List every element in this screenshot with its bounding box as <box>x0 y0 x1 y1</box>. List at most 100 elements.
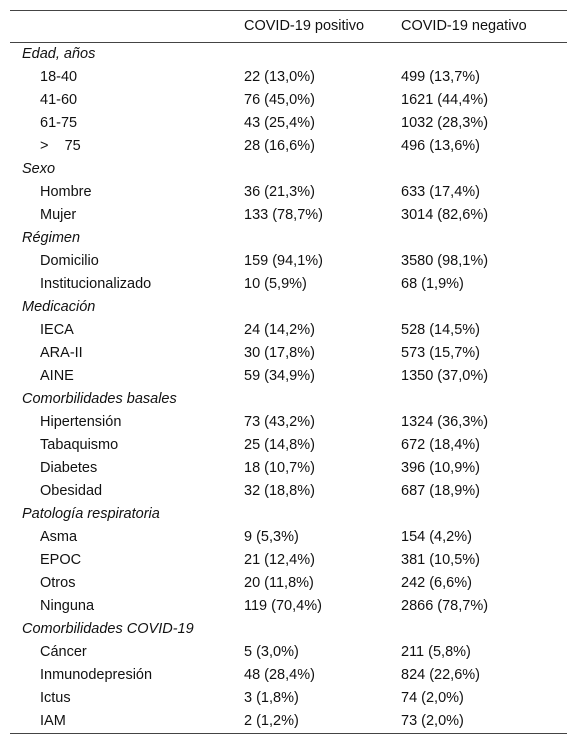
row-label: Asma <box>40 529 78 545</box>
value-cell: 59 (34,9%) <box>244 368 315 384</box>
row-label: Ninguna <box>40 598 95 614</box>
row-label: Cáncer <box>40 644 87 660</box>
header-cell: COVID-19 negativo <box>401 10 567 43</box>
value-cell: 211 (5,8%) <box>401 644 471 660</box>
value-cell: 1324 (36,3%) <box>401 414 489 430</box>
row-label: 61-75 <box>40 115 78 131</box>
row-label: IECA <box>40 322 74 338</box>
value-cell: 20 (11,8%) <box>244 575 314 591</box>
data-row: ARA-II 30 (17,8%) 573 (15,7%) <box>10 342 567 365</box>
value-cell: 30 (17,8%) <box>244 345 315 361</box>
row-label: 41-60 <box>40 92 78 108</box>
value-cell: 496 (13,6%) <box>401 138 480 154</box>
section-row: Edad, años <box>10 43 567 67</box>
data-row: Hipertensión 73 (43,2%) 1324 (36,3%) <box>10 411 567 434</box>
section-row: Patología respiratoria <box>10 503 567 526</box>
section-title: Medicación <box>22 299 96 315</box>
data-row: Cáncer 5 (3,0%) 211 (5,8%) <box>10 641 567 664</box>
value-cell: 68 (1,9%) <box>401 276 464 292</box>
section-title: Patología respiratoria <box>22 506 160 522</box>
value-cell: 73 (2,0%) <box>401 713 464 729</box>
section-title: Régimen <box>22 230 81 246</box>
data-table: COVID-19 positivo COVID-19 negativo Edad… <box>10 10 567 734</box>
section-title: Sexo <box>22 161 56 177</box>
value-cell: 74 (2,0%) <box>401 690 464 706</box>
value-cell: 672 (18,4%) <box>401 437 480 453</box>
data-row: Inmunodepresión 48 (28,4%) 824 (22,6%) <box>10 664 567 687</box>
value-cell: 824 (22,6%) <box>401 667 480 683</box>
row-label: EPOC <box>40 552 82 568</box>
data-row: Obesidad 32 (18,8%) 687 (18,9%) <box>10 480 567 503</box>
value-cell: 48 (28,4%) <box>244 667 315 683</box>
row-label: Ictus <box>40 690 71 706</box>
data-row: IAM 2 (1,2%) 73 (2,0%) <box>10 710 567 734</box>
section-title: Edad, años <box>22 46 96 62</box>
value-cell: 76 (45,0%) <box>244 92 315 108</box>
data-row: Hombre 36 (21,3%) 633 (17,4%) <box>10 181 567 204</box>
row-label: Diabetes <box>40 460 98 476</box>
section-row: Comorbilidades basales <box>10 388 567 411</box>
value-cell: 36 (21,3%) <box>244 184 315 200</box>
value-cell: 5 (3,0%) <box>244 644 299 660</box>
value-cell: 22 (13,0%) <box>244 69 315 85</box>
value-cell: 9 (5,3%) <box>244 529 299 545</box>
value-cell: 18 (10,7%) <box>244 460 315 476</box>
data-row: Domicilio 159 (94,1%) 3580 (98,1%) <box>10 250 567 273</box>
row-label: Hipertensión <box>40 414 122 430</box>
row-label: IAM <box>40 713 66 729</box>
data-row: 18-40 22 (13,0%) 499 (13,7%) <box>10 66 567 89</box>
section-row: Medicación <box>10 296 567 319</box>
row-label: > 75 <box>40 138 81 154</box>
row-label: Inmunodepresión <box>40 667 153 683</box>
value-cell: 159 (94,1%) <box>244 253 323 269</box>
data-row: AINE 59 (34,9%) 1350 (37,0%) <box>10 365 567 388</box>
value-cell: 687 (18,9%) <box>401 483 480 499</box>
data-row: IECA 24 (14,2%) 528 (14,5%) <box>10 319 567 342</box>
row-label: Mujer <box>40 207 77 223</box>
value-cell: 32 (18,8%) <box>244 483 315 499</box>
row-label: Hombre <box>40 184 92 200</box>
value-cell: 119 (70,4%) <box>244 598 322 614</box>
value-cell: 154 (4,2%) <box>401 529 472 545</box>
section-row: Comorbilidades COVID-19 <box>10 618 567 641</box>
value-cell: 1032 (28,3%) <box>401 115 489 131</box>
value-cell: 3580 (98,1%) <box>401 253 489 269</box>
value-cell: 21 (12,4%) <box>244 552 315 568</box>
data-row: Otros 20 (11,8%) 242 (6,6%) <box>10 572 567 595</box>
value-cell: 2 (1,2%) <box>244 713 299 729</box>
value-cell: 1621 (44,4%) <box>401 92 489 108</box>
header-cell <box>10 10 244 43</box>
value-cell: 381 (10,5%) <box>401 552 480 568</box>
value-cell: 10 (5,9%) <box>244 276 307 292</box>
data-row: Ictus 3 (1,8%) 74 (2,0%) <box>10 687 567 710</box>
row-label: 18-40 <box>40 69 78 85</box>
data-row: Institucionalizado 10 (5,9%) 68 (1,9%) <box>10 273 567 296</box>
row-label: ARA-II <box>40 345 83 361</box>
data-row: Diabetes 18 (10,7%) 396 (10,9%) <box>10 457 567 480</box>
header-row: COVID-19 positivo COVID-19 negativo <box>10 10 567 43</box>
row-label: Obesidad <box>40 483 103 499</box>
value-cell: 28 (16,6%) <box>244 138 315 154</box>
section-title: Comorbilidades COVID-19 <box>22 621 194 637</box>
row-label: Institucionalizado <box>40 276 152 292</box>
value-cell: 573 (15,7%) <box>401 345 480 361</box>
value-cell: 2866 (78,7%) <box>401 598 489 614</box>
row-label: Domicilio <box>40 253 99 269</box>
row-label: Otros <box>40 575 76 591</box>
value-cell: 528 (14,5%) <box>401 322 480 338</box>
row-label: AINE <box>40 368 74 384</box>
data-row: EPOC 21 (12,4%) 381 (10,5%) <box>10 549 567 572</box>
data-row: Mujer 133 (78,7%) 3014 (82,6%) <box>10 204 567 227</box>
value-cell: 396 (10,9%) <box>401 460 480 476</box>
row-label: Tabaquismo <box>40 437 119 453</box>
value-cell: 73 (43,2%) <box>244 414 315 430</box>
value-cell: 3014 (82,6%) <box>401 207 489 223</box>
value-cell: 3 (1,8%) <box>244 690 299 706</box>
value-cell: 25 (14,8%) <box>244 437 315 453</box>
value-cell: 499 (13,7%) <box>401 69 480 85</box>
value-cell: 43 (25,4%) <box>244 115 315 131</box>
value-cell: 633 (17,4%) <box>401 184 480 200</box>
section-row: Sexo <box>10 158 567 181</box>
value-cell: 24 (14,2%) <box>244 322 315 338</box>
